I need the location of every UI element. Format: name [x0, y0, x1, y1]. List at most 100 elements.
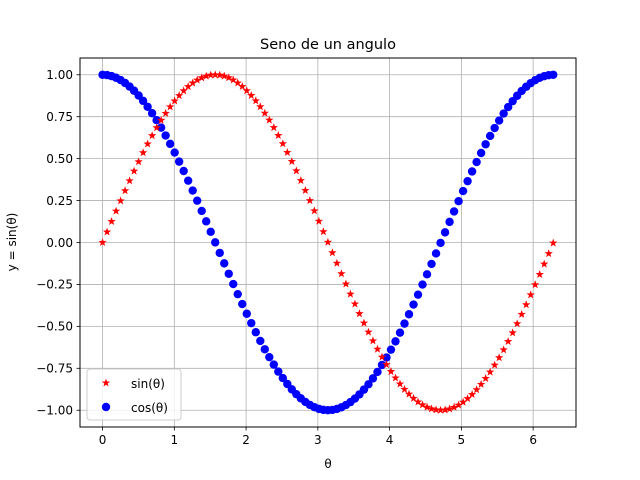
series-cos: [98, 70, 558, 415]
sin-point: [395, 379, 405, 388]
legend-marker-cos: [101, 402, 111, 412]
sin-point: [499, 345, 508, 354]
cos-point: [156, 123, 166, 132]
series-sin: [98, 70, 558, 414]
sin-point: [359, 318, 369, 327]
cos-point: [161, 131, 170, 140]
sin-point: [301, 186, 310, 194]
sin-point: [202, 71, 211, 80]
y-tick-label: 0.00: [46, 236, 73, 250]
cos-point: [418, 280, 427, 289]
cos-point: [192, 196, 202, 205]
sin-point: [260, 108, 269, 117]
sin-point: [125, 176, 134, 185]
cos-point: [251, 328, 260, 337]
cos-point: [274, 367, 283, 376]
sin-point: [364, 327, 373, 336]
sin-point: [422, 402, 432, 411]
cos-point: [404, 310, 414, 319]
cos-point: [265, 352, 274, 362]
x-axis-label: θ: [324, 457, 331, 471]
cos-point: [220, 259, 229, 268]
chart-title: Seno de un angulo: [260, 37, 396, 53]
sin-point: [472, 385, 481, 394]
sin-point: [467, 390, 477, 399]
sin-point: [463, 394, 472, 403]
cos-point: [377, 360, 387, 370]
cos-point: [138, 96, 148, 106]
sin-point: [391, 373, 400, 382]
cos-point: [490, 123, 499, 133]
sin-point: [233, 78, 242, 87]
y-tick-label: 1.00: [46, 68, 73, 82]
cos-point: [391, 337, 400, 346]
cos-point: [260, 345, 269, 354]
sin-point: [490, 360, 499, 369]
sin-point: [337, 269, 346, 278]
cos-point: [476, 148, 486, 158]
cos-point: [247, 318, 256, 328]
sin-point: [238, 82, 247, 91]
sin-point: [440, 405, 450, 414]
sin-point: [111, 206, 121, 215]
sin-point: [287, 157, 297, 166]
sin-point: [134, 157, 143, 166]
sin-point: [193, 75, 202, 84]
cos-point: [409, 300, 418, 309]
sin-point: [152, 123, 161, 132]
sin-point: [531, 280, 540, 289]
cos-point: [422, 270, 432, 279]
cos-point: [256, 336, 265, 346]
grid: [80, 58, 576, 427]
cos-point: [445, 217, 454, 227]
sin-point: [476, 379, 486, 388]
sin-point: [206, 70, 215, 79]
cos-point: [400, 319, 409, 328]
sin-point: [116, 196, 125, 205]
cos-point: [147, 109, 157, 118]
sin-point: [373, 344, 382, 353]
sin-point: [98, 238, 107, 247]
y-tick-label: 0.25: [46, 194, 73, 208]
cos-point: [463, 176, 472, 186]
cos-point: [427, 259, 436, 269]
cos-point: [454, 196, 463, 206]
x-tick-label: 5: [458, 433, 466, 447]
legend: sin(θ) cos(θ): [86, 368, 182, 421]
sin-point: [120, 186, 130, 195]
y-tick-label: 0.75: [46, 110, 73, 124]
cos-point: [386, 345, 396, 354]
cos-point: [170, 148, 179, 157]
sin-point: [107, 217, 116, 226]
legend-box: [86, 368, 182, 421]
cos-point: [269, 360, 279, 369]
cos-point: [238, 299, 247, 309]
cos-point: [485, 131, 495, 141]
sin-point: [283, 148, 292, 156]
cos-point: [440, 228, 450, 237]
sin-point: [535, 270, 544, 278]
cos-point: [499, 109, 508, 118]
cos-point: [436, 238, 445, 248]
sin-point: [305, 196, 315, 205]
sin-point: [211, 70, 220, 79]
sin-point: [265, 115, 274, 124]
sin-point: [215, 70, 224, 79]
sin-point: [445, 404, 454, 413]
sin-point: [427, 404, 436, 413]
sin-point: [314, 216, 324, 225]
sin-point: [400, 384, 409, 393]
sin-point: [355, 309, 364, 318]
plot-frame: [79, 57, 577, 428]
sin-point: [188, 78, 197, 87]
y-tick-label: −1.00: [36, 404, 73, 418]
sin-point: [382, 360, 391, 369]
sin-point: [346, 289, 355, 298]
sin-point: [229, 75, 238, 84]
cos-point: [503, 102, 513, 112]
cos-point: [224, 269, 233, 278]
cos-point: [449, 207, 459, 216]
cos-point: [373, 367, 382, 377]
sin-point: [247, 91, 256, 99]
